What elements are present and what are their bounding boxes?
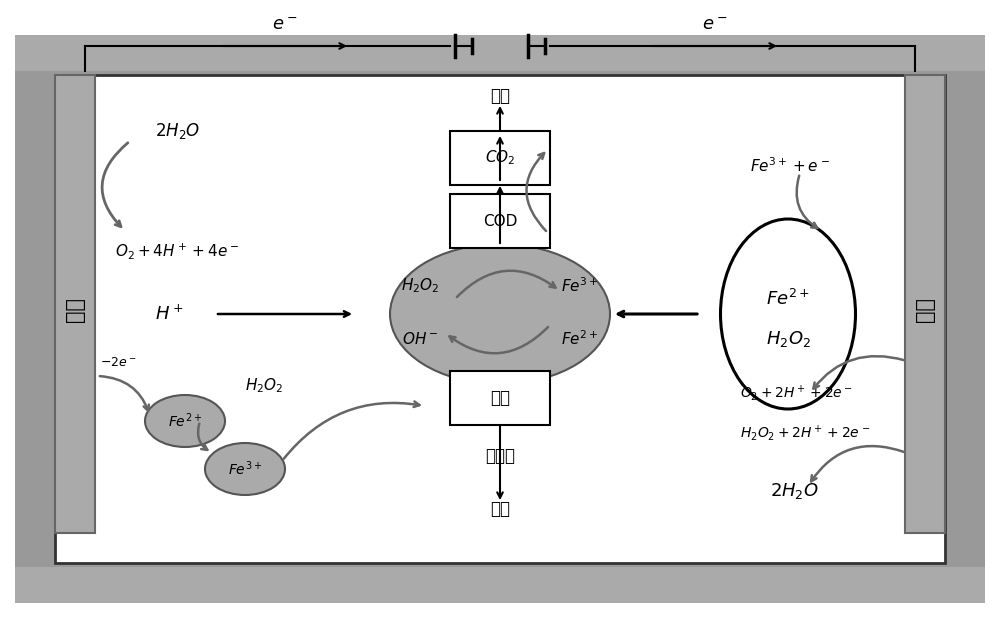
Ellipse shape [205,443,285,495]
FancyBboxPatch shape [15,35,985,603]
Text: $OH^-$: $OH^-$ [402,331,438,347]
FancyBboxPatch shape [15,35,985,71]
Text: 絮凝剂: 絮凝剂 [485,447,515,465]
Ellipse shape [720,219,856,409]
Text: $Fe^{3+}$: $Fe^{3+}$ [561,276,599,296]
FancyBboxPatch shape [450,194,550,248]
FancyBboxPatch shape [15,567,985,603]
FancyBboxPatch shape [55,75,95,533]
Text: $H_2O_2$: $H_2O_2$ [401,276,439,296]
Ellipse shape [145,395,225,447]
Text: $H_2O_2$: $H_2O_2$ [766,329,810,349]
Text: $H_2O_2$: $H_2O_2$ [245,377,283,396]
Text: 阴极: 阴极 [915,296,935,322]
Text: $O_2+4H^++4e^-$: $O_2+4H^++4e^-$ [115,241,239,261]
Text: 染料: 染料 [490,389,510,407]
Ellipse shape [390,244,610,384]
Text: $Fe^{3+}$: $Fe^{3+}$ [228,460,262,478]
Text: $Fe^{3+}+e^-$: $Fe^{3+}+e^-$ [750,156,830,175]
FancyBboxPatch shape [55,75,945,563]
Text: 阳极: 阳极 [65,296,85,322]
Text: $e^-$: $e^-$ [272,16,298,34]
Text: $O_2+2H^++2e^-$: $O_2+2H^++2e^-$ [740,383,853,403]
Text: $-2e^-$: $-2e^-$ [100,356,137,369]
FancyBboxPatch shape [905,75,945,533]
Text: COD: COD [483,214,517,229]
Text: $2H_2O$: $2H_2O$ [155,121,200,141]
Text: $H_2O_2+2H^++2e^-$: $H_2O_2+2H^++2e^-$ [740,423,870,443]
Text: 沉淠: 沉淠 [490,500,510,518]
Text: $2H_2O$: $2H_2O$ [770,481,819,501]
FancyBboxPatch shape [450,131,550,185]
Text: 气浮: 气浮 [490,87,510,105]
Text: $Fe^{2+}$: $Fe^{2+}$ [766,289,810,309]
FancyBboxPatch shape [450,371,550,425]
Text: $Fe^{2+}$: $Fe^{2+}$ [168,412,202,430]
Text: $Fe^{2+}$: $Fe^{2+}$ [561,330,599,348]
Text: $CO_2$: $CO_2$ [485,148,515,167]
Text: $H^+$: $H^+$ [155,304,183,324]
Text: $e^-$: $e^-$ [702,16,728,34]
